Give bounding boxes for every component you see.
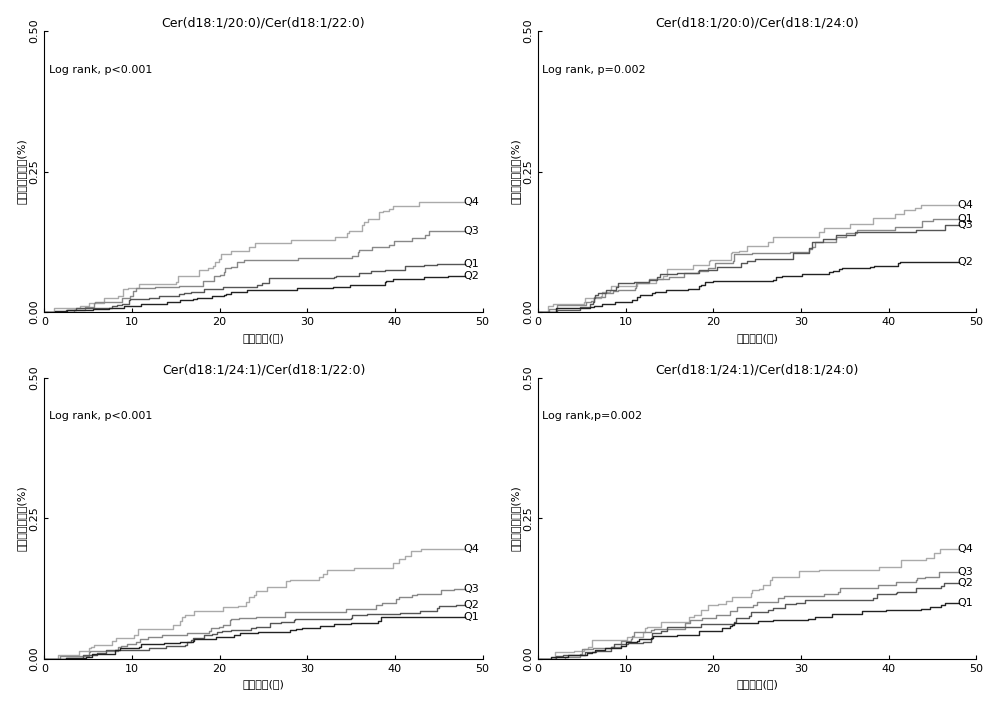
Y-axis label: 主要终点事件率(%): 主要终点事件率(%)	[17, 138, 27, 204]
Text: Q1: Q1	[463, 611, 479, 622]
Text: Q1: Q1	[463, 259, 479, 270]
Text: Log rank,p=0.002: Log rank,p=0.002	[542, 412, 643, 421]
Text: Q3: Q3	[957, 220, 973, 230]
Text: Q4: Q4	[463, 544, 479, 554]
Text: Log rank, p=0.002: Log rank, p=0.002	[542, 64, 646, 75]
Text: Q4: Q4	[957, 201, 973, 210]
Y-axis label: 主要终点事件率(%): 主要终点事件率(%)	[510, 138, 520, 204]
Text: Log rank, p<0.001: Log rank, p<0.001	[49, 64, 152, 75]
Y-axis label: 主要终点事件率(%): 主要终点事件率(%)	[510, 486, 520, 551]
Text: Q4: Q4	[463, 198, 479, 208]
Title: Cer(d18:1/24:1)/Cer(d18:1/22:0): Cer(d18:1/24:1)/Cer(d18:1/22:0)	[162, 364, 365, 376]
Text: Q4: Q4	[957, 544, 973, 554]
X-axis label: 随访时间(月): 随访时间(月)	[736, 679, 778, 689]
X-axis label: 随访时间(月): 随访时间(月)	[243, 679, 284, 689]
Text: Q3: Q3	[957, 567, 973, 577]
Text: Q2: Q2	[957, 256, 973, 267]
Y-axis label: 主要终点事件率(%): 主要终点事件率(%)	[17, 486, 27, 551]
Title: Cer(d18:1/20:0)/Cer(d18:1/24:0): Cer(d18:1/20:0)/Cer(d18:1/24:0)	[655, 17, 859, 30]
Text: Q1: Q1	[957, 215, 973, 225]
Title: Cer(d18:1/20:0)/Cer(d18:1/22:0): Cer(d18:1/20:0)/Cer(d18:1/22:0)	[162, 17, 365, 30]
Text: Log rank, p<0.001: Log rank, p<0.001	[49, 412, 152, 421]
X-axis label: 随访时间(月): 随访时间(月)	[243, 333, 284, 342]
Text: Q2: Q2	[463, 601, 479, 611]
Text: Q3: Q3	[463, 226, 479, 236]
X-axis label: 随访时间(月): 随访时间(月)	[736, 333, 778, 342]
Title: Cer(d18:1/24:1)/Cer(d18:1/24:0): Cer(d18:1/24:1)/Cer(d18:1/24:0)	[656, 364, 859, 376]
Text: Q2: Q2	[957, 578, 973, 588]
Text: Q3: Q3	[463, 584, 479, 594]
Text: Q2: Q2	[463, 270, 479, 280]
Text: Q1: Q1	[957, 598, 973, 608]
